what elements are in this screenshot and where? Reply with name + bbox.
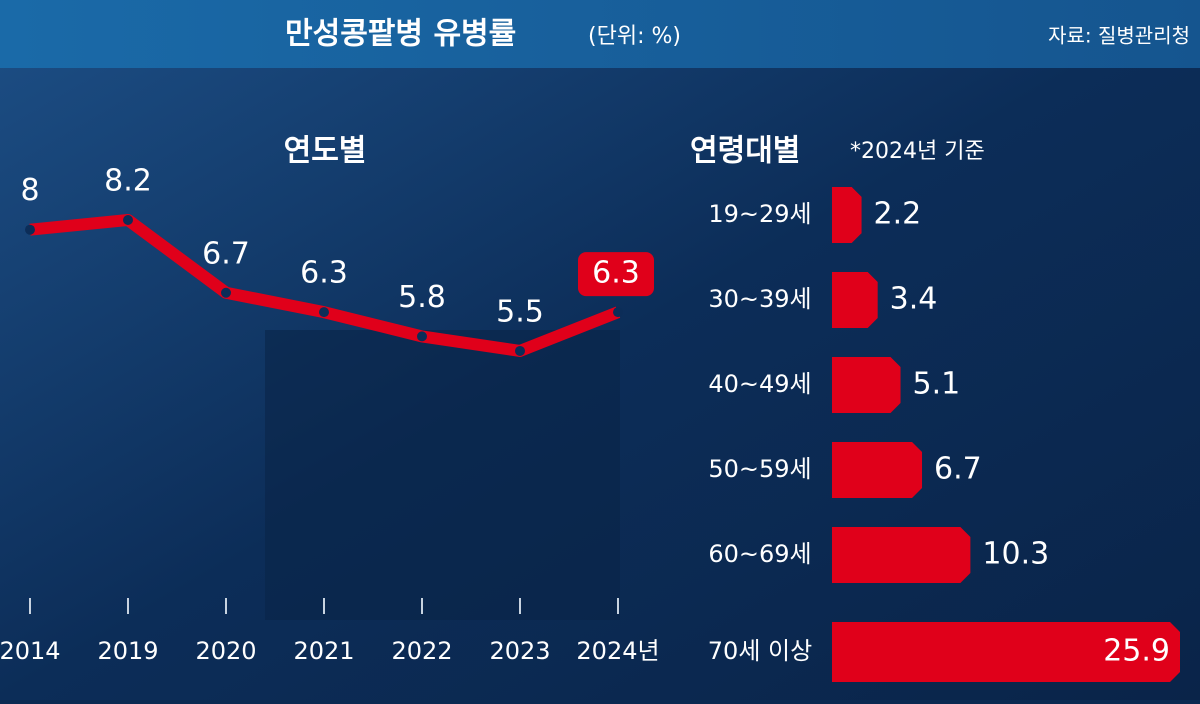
value-label: 8 (20, 173, 39, 208)
value-label: 6.7 (934, 452, 982, 487)
bar (832, 357, 901, 413)
value-label: 2.2 (874, 197, 922, 232)
point (123, 215, 133, 225)
x-tick-label: 2021 (293, 637, 354, 665)
value-label: 8.2 (104, 164, 152, 199)
bar-subtitle: *2024년 기준 (850, 139, 985, 164)
point (515, 345, 525, 356)
value-label: 5.1 (913, 367, 961, 402)
unit: (단위: %) (588, 24, 681, 49)
highlight-box (578, 252, 654, 297)
header-bar (0, 0, 1200, 68)
value-label: 10.3 (982, 537, 1049, 572)
x-tick-label: 2022 (391, 637, 452, 665)
x-tick-label: 2023 (489, 637, 550, 665)
point (613, 307, 623, 318)
bar (832, 187, 862, 243)
source: 자료: 질병관리청 (1048, 24, 1190, 48)
value-label: 6.7 (202, 236, 250, 271)
x-tick-label: 2019 (97, 637, 158, 665)
bar (832, 622, 1180, 682)
point (319, 307, 329, 318)
value-label: 5.8 (398, 280, 446, 315)
x-tick-label: 2020 (195, 637, 256, 665)
category-label: 19~29세 (708, 200, 811, 228)
category-label: 30~39세 (708, 285, 811, 313)
point (221, 287, 231, 298)
value-label: 6.3 (592, 256, 640, 291)
value-label: 5.5 (496, 294, 544, 329)
bar (832, 272, 878, 328)
value-label: 25.9 (1103, 634, 1170, 669)
category-label: 60~69세 (708, 540, 811, 568)
value-label: 3.4 (890, 282, 938, 317)
x-tick-label: 2014 (0, 637, 61, 665)
bar (832, 527, 971, 583)
category-label: 50~59세 (708, 455, 811, 483)
category-label: 40~49세 (708, 370, 811, 398)
point (25, 224, 35, 235)
x-tick-label: 2024년 (576, 637, 659, 665)
category-label: 70세 이상 (708, 637, 812, 665)
panel (265, 330, 620, 620)
bar (832, 442, 923, 498)
value-label: 6.3 (300, 256, 348, 291)
title: 만성콩팥병 유병률 (285, 17, 516, 52)
bar-title: 연령대별 (690, 134, 800, 169)
point (417, 331, 427, 342)
line-title: 연도별 (284, 134, 367, 169)
